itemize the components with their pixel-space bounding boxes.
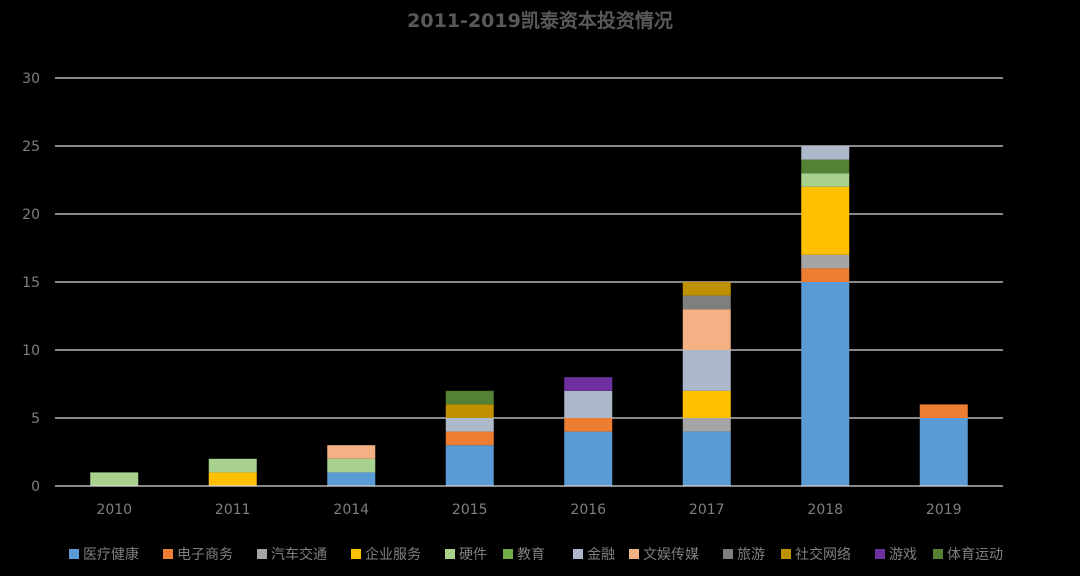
- legend-item: 教育: [503, 547, 545, 563]
- y-tick-label: 25: [22, 139, 40, 155]
- chart-title: 2011-2019凯泰资本投资情况: [407, 9, 673, 32]
- bar-segment: [801, 173, 850, 187]
- legend-swatch: [933, 549, 943, 559]
- bar-segment: [445, 431, 494, 446]
- bar-segment: [445, 418, 494, 432]
- legend-item: 社交网络: [781, 546, 851, 563]
- legend-swatch: [163, 549, 173, 559]
- bar-segment: [801, 146, 850, 160]
- legend-item: 医疗健康: [69, 546, 139, 563]
- bar-segment: [682, 390, 731, 418]
- x-tick-label: 2018: [807, 502, 843, 518]
- bar-segment: [801, 186, 850, 255]
- legend-label: 体育运动: [947, 547, 1003, 563]
- legend-item: 硬件: [445, 547, 487, 563]
- bar-segment: [445, 404, 494, 418]
- bar-segment: [564, 418, 613, 432]
- legend: 医疗健康 电子商务 汽车交通 企业服务 硬件 教育 金融 文娱传媒 旅游 社交网络 游戏 体育运动: [69, 546, 1003, 563]
- legend-item: 汽车交通: [257, 546, 327, 563]
- legend-swatch: [445, 549, 455, 559]
- bar-segment: [90, 472, 139, 486]
- y-tick-label: 15: [22, 275, 40, 291]
- bar-segment: [801, 159, 850, 174]
- x-tick-label: 2015: [452, 502, 488, 518]
- bar-segment: [327, 458, 376, 473]
- axes: 0 5 10 15 20 25 30 2010 2011 2014 2015 2016 2017 2018…: [22, 71, 1003, 518]
- legend-item: 企业服务: [351, 546, 421, 563]
- legend-item: 游戏: [875, 547, 917, 563]
- bars: [90, 146, 968, 486]
- legend-label: 汽车交通: [271, 546, 327, 563]
- bar-segment: [327, 472, 376, 486]
- x-tick-label: 2019: [926, 502, 962, 518]
- bar-segment: [208, 458, 257, 473]
- y-tick-label: 5: [31, 411, 40, 427]
- bar-segment: [801, 282, 850, 486]
- bar-segment: [919, 418, 968, 486]
- bar-segment: [327, 445, 376, 459]
- legend-label: 社交网络: [795, 546, 851, 563]
- bar-segment: [682, 282, 731, 296]
- legend-item: 文娱传媒: [629, 547, 699, 563]
- bar-segment: [682, 295, 731, 310]
- x-tick-label: 2010: [96, 502, 132, 518]
- legend-label: 文娱传媒: [643, 547, 699, 563]
- legend-label: 游戏: [889, 547, 917, 563]
- legend-swatch: [573, 549, 583, 559]
- bar-segment: [801, 254, 850, 269]
- legend-label: 硬件: [459, 547, 487, 563]
- legend-swatch: [69, 549, 79, 559]
- legend-swatch: [503, 549, 513, 559]
- legend-label: 医疗健康: [83, 546, 139, 563]
- legend-swatch: [875, 549, 885, 559]
- legend-label: 电子商务: [177, 547, 233, 563]
- legend-label: 金融: [587, 547, 615, 563]
- bar-segment: [564, 390, 613, 418]
- legend-swatch: [781, 549, 791, 559]
- bar-segment: [801, 268, 850, 282]
- legend-swatch: [629, 549, 639, 559]
- legend-item: 体育运动: [933, 547, 1003, 563]
- x-tick-label: 2016: [570, 502, 606, 518]
- legend-swatch: [351, 549, 361, 559]
- bar-segment: [445, 445, 494, 486]
- x-tick-label: 2011: [215, 502, 251, 518]
- x-tick-label: 2017: [689, 502, 725, 518]
- x-tick-label: 2014: [333, 502, 369, 518]
- y-tick-label: 30: [22, 71, 40, 87]
- bar-segment: [682, 431, 731, 486]
- y-tick-label: 0: [31, 479, 40, 495]
- legend-item: 电子商务: [163, 547, 233, 563]
- legend-label: 教育: [517, 547, 545, 563]
- bar-segment: [682, 418, 731, 432]
- legend-item: 旅游: [723, 547, 765, 563]
- gridlines: [55, 77, 1003, 419]
- legend-swatch: [723, 549, 733, 559]
- legend-item: 金融: [573, 547, 615, 563]
- bar-segment: [682, 309, 731, 350]
- bar-segment: [919, 404, 968, 418]
- bar-segment: [208, 472, 257, 486]
- y-tick-label: 10: [22, 343, 40, 359]
- legend-label: 旅游: [737, 547, 765, 563]
- y-tick-label: 20: [22, 207, 40, 223]
- bar-segment: [564, 377, 613, 391]
- bar-segment: [445, 390, 494, 405]
- bar-segment: [682, 350, 731, 391]
- legend-label: 企业服务: [365, 546, 421, 563]
- bar-segment: [564, 431, 613, 486]
- legend-swatch: [257, 549, 267, 559]
